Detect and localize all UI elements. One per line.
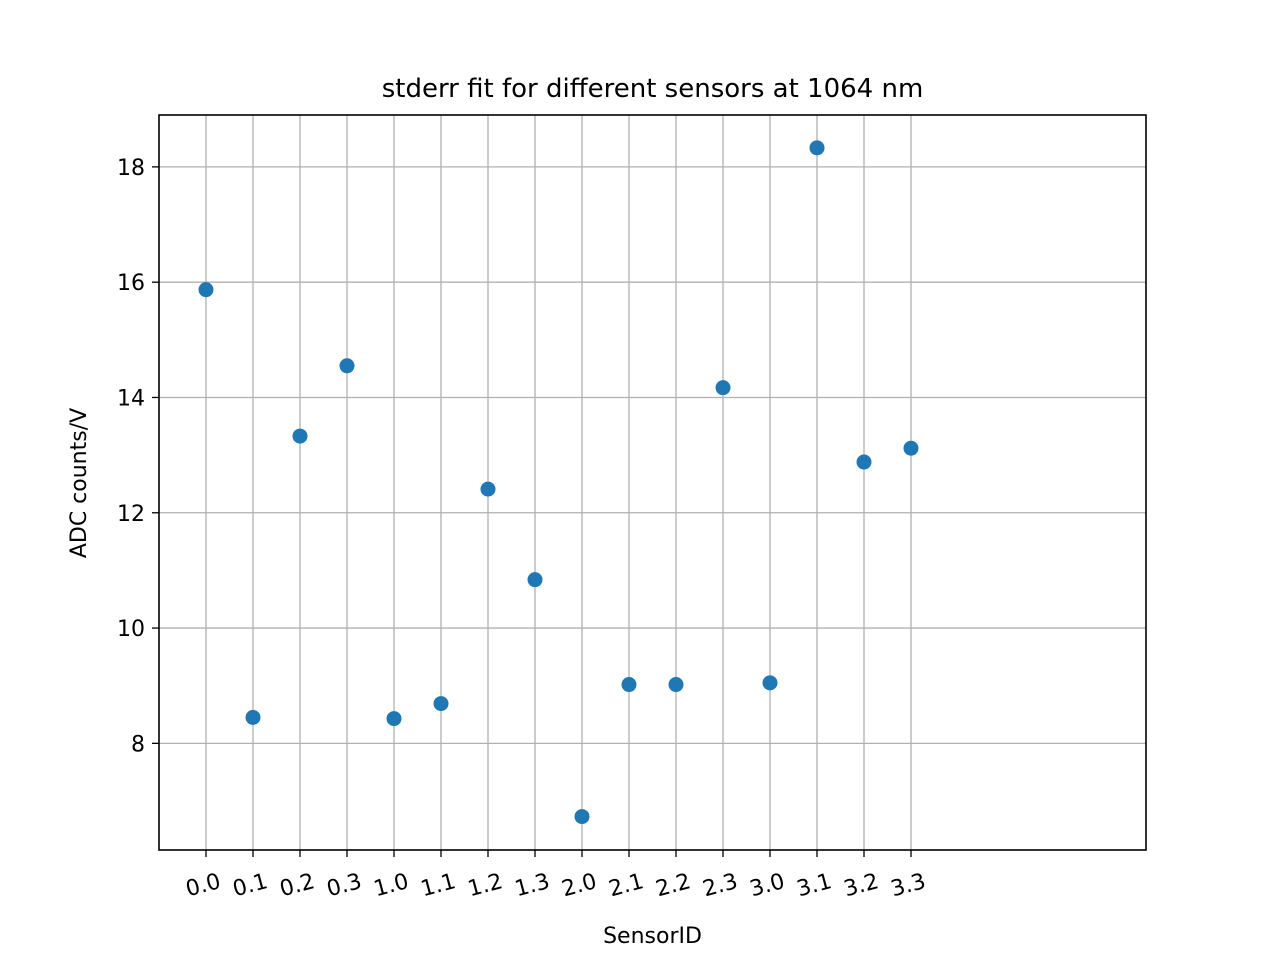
data-point <box>386 711 402 727</box>
data-point <box>762 675 778 691</box>
data-point <box>245 709 261 725</box>
grid-lines <box>159 115 1146 850</box>
data-point <box>480 481 496 497</box>
data-points <box>198 140 919 825</box>
data-point <box>527 572 543 588</box>
data-point <box>809 140 825 156</box>
data-point <box>339 358 355 374</box>
y-tick-label: 8 <box>131 732 145 757</box>
data-point <box>715 380 731 396</box>
data-point <box>292 428 308 444</box>
data-point <box>574 809 590 825</box>
y-tick-label: 10 <box>117 617 145 642</box>
data-point <box>198 282 214 298</box>
data-point <box>903 440 919 456</box>
data-point <box>433 696 449 712</box>
y-tick-label: 16 <box>117 271 145 296</box>
plot-frame <box>158 114 1147 851</box>
chart-title: stderr fit for different sensors at 1064… <box>382 74 924 104</box>
y-axis-title: ADC counts/V <box>67 408 92 558</box>
y-tick-label: 12 <box>117 502 145 527</box>
y-tick-label: 18 <box>117 156 145 181</box>
data-point <box>856 454 872 470</box>
data-point <box>621 677 637 693</box>
x-axis-title: SensorID <box>603 924 702 949</box>
data-point <box>668 677 684 693</box>
y-tick-label: 14 <box>117 386 145 411</box>
